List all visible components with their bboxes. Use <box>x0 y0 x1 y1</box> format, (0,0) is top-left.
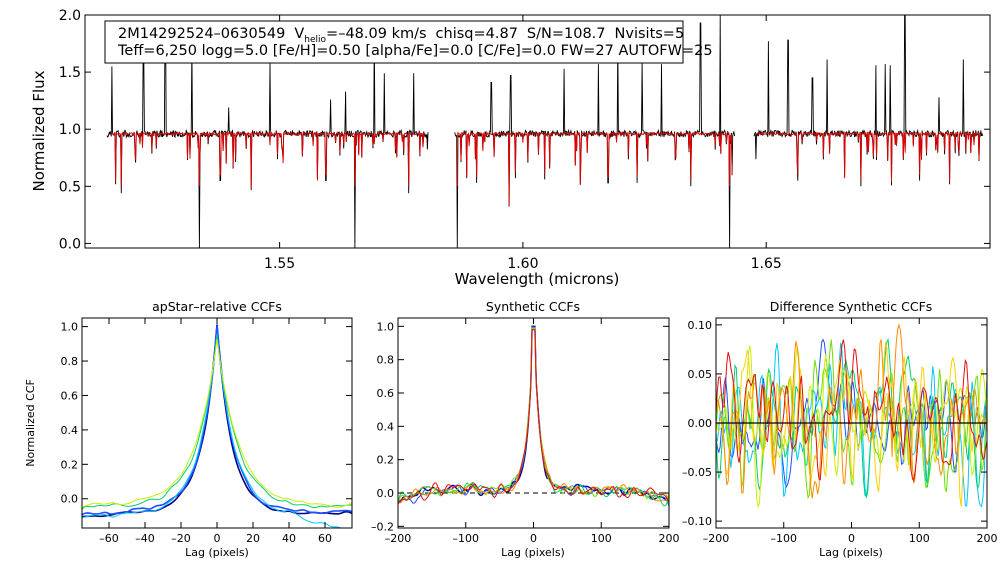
apstar-ccf-xtick-label: 60 <box>318 532 332 545</box>
snr-value: S/N=108.7 <box>527 26 606 42</box>
apstar-ccf-line-visit-4 <box>81 336 353 510</box>
apstar-ccf-ytick-label: 0.0 <box>61 493 79 506</box>
spectrum-ytick-label: 1.5 <box>59 65 81 81</box>
difference-ccf-lines <box>716 323 987 508</box>
spectrum-ytick-label: 0.0 <box>59 236 81 252</box>
apstar-ccf-ticks: –60 –40 –20 0 20 40 60 0.0 0.2 0.4 0.6 0.8 1.0 <box>61 318 352 545</box>
difference-ccf-xtick-label: 0 <box>848 532 855 545</box>
vhelio-prefix: V <box>294 26 304 42</box>
difference-ccf-xtick-label: 200 <box>977 532 998 545</box>
difference-ccf-xlabel: Lag (pixels) <box>819 546 883 559</box>
synthetic-ccf-line-visit-5 <box>397 328 670 504</box>
annotation-line-2: Teff=6,250 logg=5.0 [Fe/H]=0.50 [alpha/F… <box>117 43 713 59</box>
apstar-ccf-ytick-label: 0.4 <box>61 424 79 437</box>
apstar-ccf-title: apStar–relative CCFs <box>152 299 282 314</box>
difference-ccf-ytick-label: –0.10 <box>682 515 712 528</box>
apstar-ccf-line-visit-2 <box>81 325 353 516</box>
apstar-ccf-ylabel: Normalized CCF <box>24 379 37 467</box>
synthetic-ccf-plot-area <box>397 325 670 507</box>
synthetic-ccf-ticks: –200 –100 0 100 200 –0.2 0.0 0.2 0.4 0.6 0.8 1.0 <box>371 318 680 545</box>
difference-ccf-ticks: –200 –100 0 100 200 –0.10 –0.05 0.00 0.05 0.10 <box>682 318 998 545</box>
apstar-ccf-ytick-label: 1.0 <box>61 321 79 334</box>
difference-ccf-line-visit-7 <box>716 323 987 499</box>
apstar-ccf-ytick-label: 0.8 <box>61 355 79 368</box>
difference-ccf-panel: –200 –100 0 100 200 –0.10 –0.05 0.00 0.05 0.10 Di… <box>682 299 998 559</box>
difference-ccf-xtick-label: –200 <box>703 532 730 545</box>
synthetic-ccf-ytick-label: 0.8 <box>377 354 395 367</box>
spectrum-model-line <box>109 131 426 189</box>
difference-ccf-ytick-label: –0.05 <box>682 466 712 479</box>
spectrum-plot-area <box>106 14 984 249</box>
vhelio-subscript: helio <box>304 35 326 45</box>
synthetic-ccf-xtick-label: –200 <box>385 532 412 545</box>
synthetic-ccf-title: Synthetic CCFs <box>486 299 580 314</box>
synthetic-ccf-ytick-label: 0.2 <box>377 454 395 467</box>
spectrum-xtick-label: 1.60 <box>507 256 538 272</box>
synthetic-ccf-xtick-label: –100 <box>453 532 480 545</box>
difference-ccf-line-visit-6 <box>716 342 987 507</box>
apstar-ccf-xtick-label: –40 <box>135 532 155 545</box>
difference-ccf-ytick-label: 0.10 <box>688 319 713 332</box>
spectrum-ylabel: Normalized Flux <box>30 70 48 191</box>
apstar-ccf-ytick-label: 0.2 <box>61 458 79 471</box>
spectrum-ytick-label: 1.0 <box>59 122 81 138</box>
apstar-ccf-xtick-label: –20 <box>171 532 191 545</box>
spectrum-model-line <box>756 131 981 183</box>
synthetic-ccf-xlabel: Lag (pixels) <box>501 546 565 559</box>
spectrum-xtick-label: 1.55 <box>264 256 295 272</box>
apstar-ccf-line-visit-5 <box>81 339 353 508</box>
apstar-ccf-xtick-label: –60 <box>99 532 119 545</box>
difference-ccf-ytick-label: 0.05 <box>688 368 713 381</box>
chisq-value: chisq=4.87 <box>436 26 518 42</box>
apstar-ccf-xtick-label: 20 <box>246 532 260 545</box>
spectrum-model-line <box>456 131 733 206</box>
difference-ccf-plot-area <box>716 323 987 508</box>
nvisits-value: Nvisits=5 <box>615 26 685 42</box>
spectrum-ticks: 1.55 1.60 1.65 0.0 0.5 1.0 1.5 2.0 <box>59 8 990 272</box>
synthetic-ccf-xtick-label: 100 <box>591 532 612 545</box>
difference-ccf-xtick-label: –100 <box>771 532 798 545</box>
synthetic-ccf-ytick-label: –0.2 <box>371 520 394 533</box>
difference-ccf-xtick-label: 100 <box>909 532 930 545</box>
spectrum-ytick-label: 2.0 <box>59 8 81 24</box>
synthetic-ccf-line-visit-6 <box>397 329 670 504</box>
spectrum-panel: 1.55 1.60 1.65 0.0 0.5 1.0 1.5 2.0 Wavelength (… <box>30 8 991 288</box>
vhelio-value: =–48.09 km/s <box>326 26 426 42</box>
difference-ccf-ytick-label: 0.00 <box>688 417 713 430</box>
apstar-ccf-xtick-label: 0 <box>214 532 221 545</box>
spectrum-xlabel: Wavelength (microns) <box>455 270 620 288</box>
synthetic-ccf-xtick-label: 0 <box>530 532 537 545</box>
synthetic-ccf-line-visit-2 <box>398 326 670 507</box>
annotation-frame <box>104 20 684 64</box>
apstar-ccf-plot-area <box>81 324 353 529</box>
annotation-box: 2M14292524–0630549 Vhelio=–48.09 km/s chis… <box>104 20 713 64</box>
apstar-ccf-line-visit-3 <box>81 333 352 529</box>
spectrum-ytick-label: 0.5 <box>59 179 81 195</box>
spectrum-xtick-label: 1.65 <box>751 256 782 272</box>
apstar-ccf-xlabel: Lag (pixels) <box>185 546 249 559</box>
star-id: 2M14292524–0630549 <box>118 26 285 42</box>
spectrum-frame <box>84 14 991 249</box>
synthetic-ccf-ytick-label: 0.6 <box>377 387 395 400</box>
synthetic-ccf-ytick-label: 0.0 <box>377 487 395 500</box>
synthetic-ccf-ytick-label: 0.4 <box>377 420 395 433</box>
apstar-ccf-panel: –60 –40 –20 0 20 40 60 0.0 0.2 0.4 0.6 0.8 1.0 apSta… <box>24 299 353 559</box>
apstar-ccf-xtick-label: 40 <box>282 532 296 545</box>
synthetic-ccf-ytick-label: 1.0 <box>377 320 395 333</box>
apstar-ccf-ytick-label: 0.6 <box>61 389 79 402</box>
difference-ccf-line-visit-8 <box>716 339 987 483</box>
annotation-line-1: 2M14292524–0630549 Vhelio=–48.09 km/s chis… <box>118 26 684 45</box>
synthetic-ccf-xtick-label: 200 <box>659 532 680 545</box>
difference-ccf-title: Difference Synthetic CCFs <box>770 299 933 314</box>
synthetic-ccf-panel: –200 –100 0 100 200 –0.2 0.0 0.2 0.4 0.6 0.8 1.0 Sy… <box>371 299 680 559</box>
